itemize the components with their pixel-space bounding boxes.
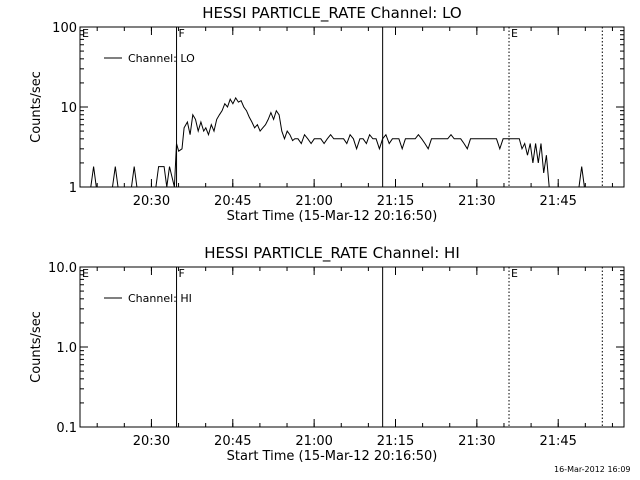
- event-marker-label: E: [82, 27, 89, 40]
- x-tick-label: 21:15: [377, 194, 414, 209]
- x-tick-label: 21:15: [377, 434, 414, 449]
- y-tick-label: 0.1: [56, 421, 77, 436]
- footer-timestamp: 16-Mar-2012 16:09: [554, 465, 631, 474]
- event-marker-label: E: [511, 27, 518, 40]
- legend-label-1: Channel: HI: [128, 292, 192, 305]
- x-tick-label: 20:30: [133, 194, 170, 209]
- y-tick-label: 10.0: [48, 261, 77, 276]
- legend-label-0: Channel: LO: [128, 52, 195, 65]
- x-tick-label: 21:45: [539, 434, 576, 449]
- y-axis-label: Counts/sec: [29, 71, 44, 143]
- series-line-0: [90, 96, 585, 188]
- event-marker-label: F: [179, 27, 185, 40]
- chart-title-0: HESSI PARTICLE_RATE Channel: LO: [202, 4, 461, 23]
- event-marker-label: E: [511, 267, 518, 280]
- y-axis-label: Counts/sec: [29, 311, 44, 383]
- x-tick-label: 21:45: [539, 194, 576, 209]
- chart-title-1: HESSI PARTICLE_RATE Channel: HI: [204, 244, 460, 263]
- x-tick-label: 21:00: [295, 194, 332, 209]
- x-tick-label: 21:00: [295, 434, 332, 449]
- x-tick-label: 21:30: [458, 434, 495, 449]
- y-tick-label: 100: [52, 21, 77, 36]
- event-marker-label: E: [82, 267, 89, 280]
- x-axis-label: Start Time (15-Mar-12 20:16:50): [227, 209, 438, 224]
- x-axis-label: Start Time (15-Mar-12 20:16:50): [227, 449, 438, 464]
- x-tick-label: 20:45: [214, 434, 251, 449]
- y-tick-label: 1: [69, 181, 77, 196]
- x-tick-label: 20:45: [214, 194, 251, 209]
- plot-frame-1: [79, 266, 625, 428]
- y-tick-label: 1.0: [56, 341, 77, 356]
- x-tick-label: 21:30: [458, 194, 495, 209]
- event-marker-label: F: [179, 267, 185, 280]
- y-tick-label: 10: [60, 101, 77, 116]
- x-tick-label: 20:30: [133, 434, 170, 449]
